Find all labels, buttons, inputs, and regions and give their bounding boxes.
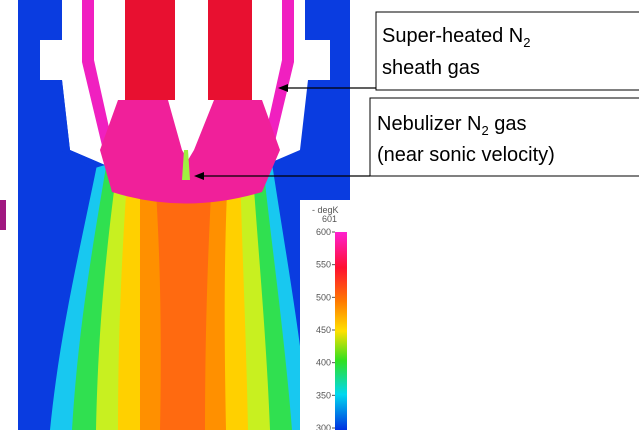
- colorbar-tick-label: 300: [316, 423, 331, 430]
- colorbar-tick-label: 550: [316, 260, 331, 270]
- label-sub: 2: [523, 35, 530, 50]
- colorbar-tick-label: 500: [316, 292, 331, 302]
- label-text: Nebulizer N: [377, 113, 481, 135]
- simulation-image: [0, 0, 350, 430]
- colorbar-gradient: [335, 232, 347, 430]
- annotation-sheath: Super-heated N2 sheath gas: [278, 11, 639, 92]
- colorbar-tick-label: 400: [316, 358, 331, 368]
- colorbar-max: 601: [322, 214, 337, 224]
- label-sub: 2: [481, 123, 488, 138]
- label: (near sonic velocity): [377, 144, 555, 166]
- annotation-nebulizer: Nebulizer N2 gas (near sonic velocity): [194, 97, 639, 180]
- colorbar-title: - degK: [312, 205, 339, 215]
- colorbar-tick-label: 350: [316, 390, 331, 400]
- label-text: gas: [489, 113, 527, 135]
- label: Nebulizer N2 gas: [377, 113, 527, 138]
- label: Super-heated N2: [382, 25, 530, 50]
- colorbar: - degK 601 600 550 500 450 400 350 300: [300, 200, 352, 430]
- label: sheath gas: [382, 57, 480, 79]
- colorbar-tick-label: 450: [316, 325, 331, 335]
- label-text: Super-heated N: [382, 25, 523, 47]
- colorbar-tick-label: 600: [316, 227, 331, 237]
